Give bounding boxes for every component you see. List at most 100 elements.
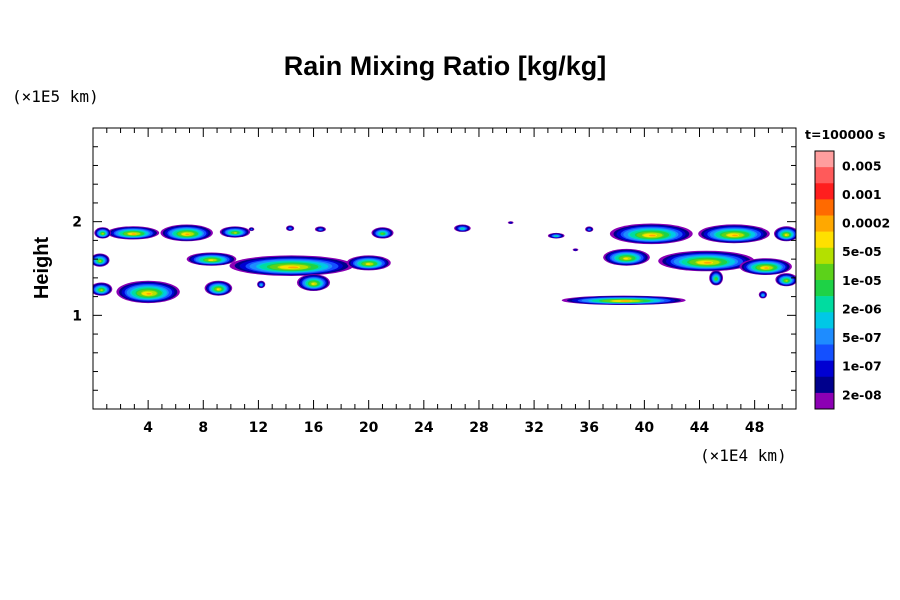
contour-level <box>99 260 102 262</box>
contour-region <box>547 232 565 239</box>
y-axis-ticks: 12 <box>72 146 796 391</box>
x-tick-label: 28 <box>469 420 488 436</box>
colorbar-label: 1e-05 <box>842 273 882 288</box>
contour-region <box>160 224 213 242</box>
contour-level <box>649 234 656 237</box>
contour-region <box>775 273 796 287</box>
colorbar-swatch <box>815 215 834 232</box>
colorbar-label: 0.001 <box>842 187 882 202</box>
colorbar-swatch <box>815 360 834 378</box>
x-tick-label: 40 <box>635 420 655 436</box>
contour-region <box>454 224 471 232</box>
colorbar-swatch <box>815 263 834 281</box>
contour-level <box>509 222 512 224</box>
contour-level <box>250 228 253 231</box>
colorbar-label: 2e-06 <box>842 302 882 317</box>
colorbar-label: 1e-07 <box>842 359 882 374</box>
colorbar-swatch <box>815 167 834 184</box>
contour-region <box>297 274 330 291</box>
contour-region <box>698 224 770 244</box>
x-tick-label: 4 <box>143 420 153 436</box>
contour-region <box>94 227 111 239</box>
contour-region <box>585 226 594 232</box>
colorbar-swatch <box>815 312 834 329</box>
contour-level <box>289 227 291 230</box>
colorbar-swatch <box>815 376 834 394</box>
colorbar-swatch <box>815 151 834 168</box>
contour-region <box>758 291 768 299</box>
x-tick-label: 48 <box>745 420 764 436</box>
contour-level <box>311 283 315 285</box>
contour-level <box>260 284 263 286</box>
contour-level <box>100 289 103 292</box>
contour-region <box>257 280 266 289</box>
colorbar-swatch <box>815 247 834 265</box>
chart-title: Rain Mixing Ratio [kg/kg] <box>284 51 607 81</box>
x-tick-label: 20 <box>359 420 379 436</box>
colorbar-swatch <box>815 199 834 216</box>
contour-region <box>774 226 796 242</box>
contour-level <box>216 288 220 291</box>
colorbar-label: 0.005 <box>842 158 882 173</box>
contour-region <box>286 225 295 231</box>
x-tick-label: 16 <box>304 420 323 436</box>
contour-region <box>507 221 514 225</box>
x-tick-label: 44 <box>690 420 710 436</box>
contour-region <box>248 227 255 232</box>
colorbar-swatch <box>815 328 834 345</box>
colorbar-swatch <box>815 183 834 200</box>
contour-level <box>784 234 788 236</box>
colorbar-swatch <box>815 296 834 313</box>
colorbar-swatch <box>815 344 834 361</box>
contour-region <box>739 258 792 275</box>
y-axis-title: Height <box>31 237 53 300</box>
colorbar-frame <box>814 150 835 410</box>
contour-level <box>574 249 577 251</box>
contour-region <box>572 248 579 252</box>
contour-level <box>131 233 136 235</box>
x-tick-label: 32 <box>524 420 543 436</box>
contour-level <box>233 232 237 234</box>
contour-region <box>658 250 755 272</box>
contour-level <box>588 228 590 231</box>
contour-region <box>709 270 723 286</box>
contour-level <box>623 257 628 260</box>
x-axis-ticks: 4 8 12 16 20 24 28 32 36 40 44 48 <box>106 128 783 436</box>
contour-level <box>461 228 464 230</box>
contour-region <box>106 226 160 240</box>
colorbar-label: 5e-05 <box>842 244 882 259</box>
contour-region <box>93 282 113 296</box>
contour-level <box>288 266 299 269</box>
contour-level <box>785 280 788 282</box>
y-tick-label: 1 <box>72 308 82 324</box>
contour-region <box>314 226 326 232</box>
x-tick-label: 12 <box>249 420 268 436</box>
colorbar-swatch <box>815 280 834 297</box>
colorbar-swatch <box>815 392 834 410</box>
contour-region <box>116 280 180 304</box>
contour-region <box>204 280 233 296</box>
colorbar-swatch <box>815 231 834 249</box>
contour-level <box>715 278 717 280</box>
contour-level <box>319 228 322 231</box>
contour-region <box>186 252 237 266</box>
contour-region <box>229 255 354 276</box>
contour-level <box>732 234 738 237</box>
contour-region <box>219 226 251 238</box>
colorbar-label: 2e-08 <box>842 387 882 402</box>
contour-level <box>762 294 764 297</box>
time-label: t=100000 s <box>805 127 885 142</box>
contour-region <box>346 255 391 271</box>
contour-level <box>102 233 104 235</box>
contour-level <box>620 300 631 302</box>
contour-level <box>208 259 214 262</box>
contour-level <box>554 235 558 237</box>
colorbar-label: 5e-07 <box>842 330 882 345</box>
contour-region <box>561 295 686 305</box>
x-tick-label: 24 <box>414 420 434 436</box>
contour-level <box>381 233 384 235</box>
plot-frame <box>92 127 797 410</box>
x-tick-label: 36 <box>579 420 598 436</box>
x-unit-label: (×1E4 km) <box>700 446 787 465</box>
